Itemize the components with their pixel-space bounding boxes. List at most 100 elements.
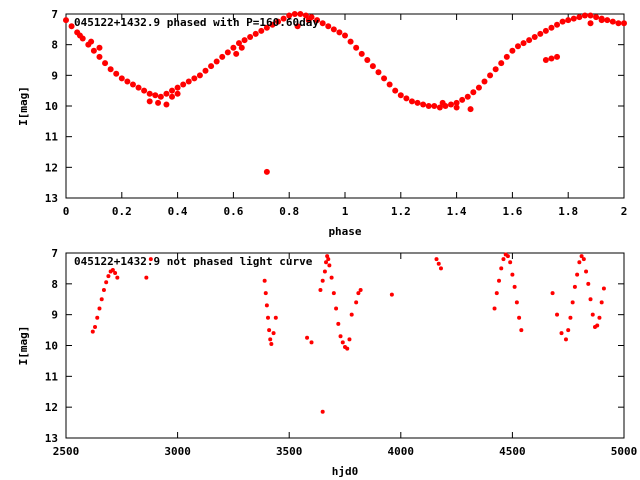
data-point (275, 18, 282, 25)
data-point (587, 12, 594, 19)
data-point (550, 291, 555, 296)
x-tick-label: 1.6 (502, 205, 522, 218)
data-point (280, 15, 287, 22)
data-point (615, 20, 622, 27)
x-tick-label: 1.2 (391, 205, 411, 218)
data-point (358, 288, 363, 292)
data-point (439, 99, 446, 106)
data-point (354, 300, 359, 305)
data-point (604, 17, 611, 24)
data-point (263, 168, 270, 175)
data-point (520, 40, 527, 47)
y-axis-title: I[mag] (17, 326, 30, 366)
x-tick-label: 0 (63, 205, 70, 218)
data-point (510, 272, 515, 277)
data-point (514, 43, 521, 50)
data-point (106, 274, 111, 279)
data-point (588, 297, 593, 302)
y-tick-label: 11 (45, 131, 59, 144)
data-point (90, 47, 97, 54)
data-point (542, 27, 549, 34)
data-point (492, 306, 497, 311)
data-point (135, 84, 142, 91)
data-point (531, 34, 538, 40)
data-point (581, 257, 586, 262)
data-point (90, 329, 95, 334)
data-point (96, 44, 103, 51)
data-point (320, 278, 325, 283)
data-point (555, 312, 560, 317)
data-point (408, 98, 415, 105)
data-point (498, 60, 505, 67)
data-point (621, 20, 627, 27)
data-point (584, 269, 589, 274)
data-point (364, 57, 371, 63)
data-point (88, 38, 95, 45)
data-point (526, 37, 533, 44)
data-point (470, 89, 477, 96)
data-point (146, 90, 153, 97)
data-point (334, 306, 339, 311)
data-point (438, 266, 443, 271)
plot-title: 045122+1432.9 not phased light curve (74, 255, 313, 268)
data-point (425, 103, 432, 109)
data-point (403, 95, 410, 102)
data-point (322, 269, 327, 274)
data-point (537, 30, 544, 37)
y-tick-label: 9 (51, 309, 58, 322)
data-point (329, 275, 334, 280)
data-point (180, 81, 187, 88)
data-point (345, 346, 350, 351)
data-point (157, 93, 164, 100)
phased-light-curve-plot: 0 0.2 0.4 0.6 0.8 1 1.2 1.4 1.6 1.8 2 7 8 9 10 11 12 13 ph… (17, 8, 627, 238)
data-point (358, 50, 365, 57)
data-point (431, 103, 438, 109)
data-point (563, 337, 568, 342)
data-point (148, 257, 153, 262)
data-point (453, 104, 460, 111)
data-point (144, 275, 149, 280)
data-point (331, 291, 336, 296)
data-point (595, 323, 600, 328)
data-point (349, 312, 354, 317)
data-point (169, 87, 176, 94)
data-point (586, 281, 591, 286)
data-point (208, 63, 215, 70)
data-point (320, 409, 325, 414)
data-point (448, 101, 455, 108)
data-point (163, 101, 170, 108)
x-tick-label: 4500 (499, 445, 526, 458)
data-point (327, 263, 332, 268)
data-point (353, 44, 360, 51)
y-tick-label: 7 (51, 8, 58, 21)
data-point (219, 53, 226, 60)
data-point (593, 14, 600, 21)
data-point (519, 328, 524, 333)
data-point (305, 335, 310, 340)
data-point (597, 315, 602, 320)
data-point (230, 44, 237, 51)
data-point (241, 37, 248, 44)
data-point (263, 291, 268, 296)
data-point (575, 272, 580, 277)
data-point (213, 58, 220, 65)
y-axis-title: I[mag] (17, 86, 30, 126)
y-tick-label: 10 (45, 100, 58, 113)
data-point (542, 57, 549, 63)
data-point (224, 49, 231, 56)
data-point (492, 66, 499, 73)
data-point (152, 92, 159, 99)
data-point (487, 72, 494, 79)
data-point (601, 286, 606, 291)
data-point (185, 78, 192, 85)
data-point (155, 99, 162, 106)
data-point (336, 321, 341, 326)
data-point (291, 11, 298, 17)
data-point (107, 66, 114, 73)
plot-frame (65, 13, 625, 199)
data-point (294, 23, 301, 30)
data-point (386, 81, 393, 88)
x-tick-label: 3500 (276, 445, 303, 458)
data-point (397, 92, 404, 99)
